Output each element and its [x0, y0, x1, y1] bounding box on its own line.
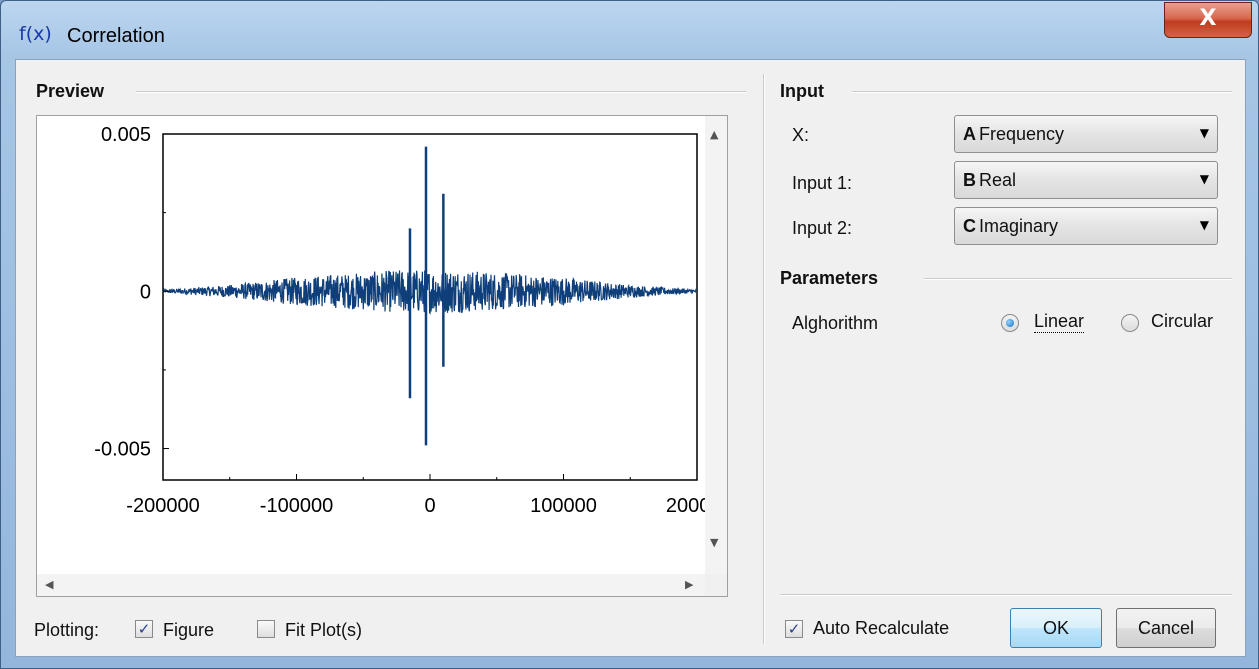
input1-column-value: Real — [979, 170, 1017, 190]
check-icon: ✓ — [137, 620, 151, 638]
scroll-down-icon[interactable]: ▼ — [710, 536, 719, 549]
input2-column-value: Imaginary — [979, 216, 1059, 236]
vertical-scrollbar[interactable]: ▲ ▼ — [705, 116, 727, 574]
footer-divider — [780, 594, 1232, 596]
input1-column-letter: B — [963, 170, 976, 190]
input-section-title: Input — [780, 81, 824, 101]
y-tick-label: -0.005 — [94, 439, 151, 461]
input2-column-select[interactable]: C Imaginary ▼ — [954, 207, 1218, 245]
x-label: X: — [792, 125, 810, 145]
chevron-down-icon: ▼ — [1199, 218, 1209, 232]
input1-column-select[interactable]: B Real ▼ — [954, 161, 1218, 199]
linear-radio[interactable] — [1001, 314, 1019, 332]
y-tick-label: 0.005 — [101, 124, 151, 146]
series-line — [162, 270, 697, 315]
scroll-up-icon[interactable]: ▲ — [710, 128, 719, 141]
input1-label: Input 1: — [792, 173, 853, 193]
preview-section-title: Preview — [36, 81, 105, 101]
figure-checkbox[interactable]: ✓ — [135, 620, 153, 638]
close-icon: X — [1199, 6, 1217, 31]
auto-recalculate-label[interactable]: Auto Recalculate — [813, 618, 950, 638]
horizontal-scrollbar[interactable]: ◀ ▶ — [37, 574, 705, 596]
function-icon: f(x) — [19, 23, 52, 45]
x-tick-label: 100000 — [530, 495, 597, 517]
input2-column-letter: C — [963, 216, 976, 236]
x-column-select[interactable]: A Frequency ▼ — [954, 115, 1218, 153]
scroll-corner — [705, 574, 727, 596]
preview-panel: 0.0050-0.005-200000-100000010000020000( … — [36, 115, 728, 597]
check-icon: ✓ — [787, 620, 801, 638]
scroll-left-icon[interactable]: ◀ — [45, 578, 54, 591]
chart-marks — [162, 146, 697, 446]
ok-button[interactable]: OK — [1010, 608, 1102, 648]
fit-plots-checkbox[interactable] — [257, 620, 275, 638]
close-button[interactable]: X — [1164, 2, 1252, 38]
x-column-letter: A — [963, 124, 976, 144]
cancel-button[interactable]: Cancel — [1116, 608, 1216, 648]
chevron-down-icon: ▼ — [1199, 172, 1209, 186]
x-column-value: Frequency — [979, 124, 1065, 144]
correlation-chart: 0.005 0 -0.005 -200000 -100000 0 100000 20000( — [94, 124, 705, 517]
input2-label: Input 2: — [792, 218, 853, 238]
chart-ticks: 0.005 0 -0.005 -200000 -100000 0 100000 20000( — [94, 124, 705, 517]
circular-radio[interactable] — [1121, 314, 1139, 332]
parameters-section-title: Parameters — [780, 268, 879, 288]
linear-label[interactable]: Linear — [1034, 311, 1085, 333]
parameters-divider — [924, 278, 1232, 280]
window-title: Correlation — [67, 25, 165, 47]
plotting-label: Plotting: — [34, 620, 100, 640]
auto-recalculate-checkbox[interactable]: ✓ — [785, 620, 803, 638]
figure-label[interactable]: Figure — [163, 620, 215, 640]
algorithm-label: Alghorithm — [792, 313, 879, 333]
input-divider — [852, 91, 1232, 93]
x-tick-label: 0 — [424, 495, 435, 517]
chevron-down-icon: ▼ — [1199, 126, 1209, 140]
x-tick-label: -200000 — [126, 495, 199, 517]
x-tick-label: 20000( — [666, 495, 705, 517]
dialog-body: Preview 0.005 0 -0.005 -200000 -100000 0 10000… — [15, 59, 1246, 657]
scroll-right-icon[interactable]: ▶ — [685, 578, 694, 591]
fit-plots-label[interactable]: Fit Plot(s) — [285, 620, 363, 640]
title-bar[interactable]: f(x) Correlation X — [1, 1, 1258, 57]
preview-divider — [136, 91, 746, 93]
y-tick-label: 0 — [140, 281, 151, 303]
circular-label[interactable]: Circular — [1151, 311, 1214, 331]
panel-separator — [763, 74, 765, 644]
x-tick-label: -100000 — [260, 495, 333, 517]
